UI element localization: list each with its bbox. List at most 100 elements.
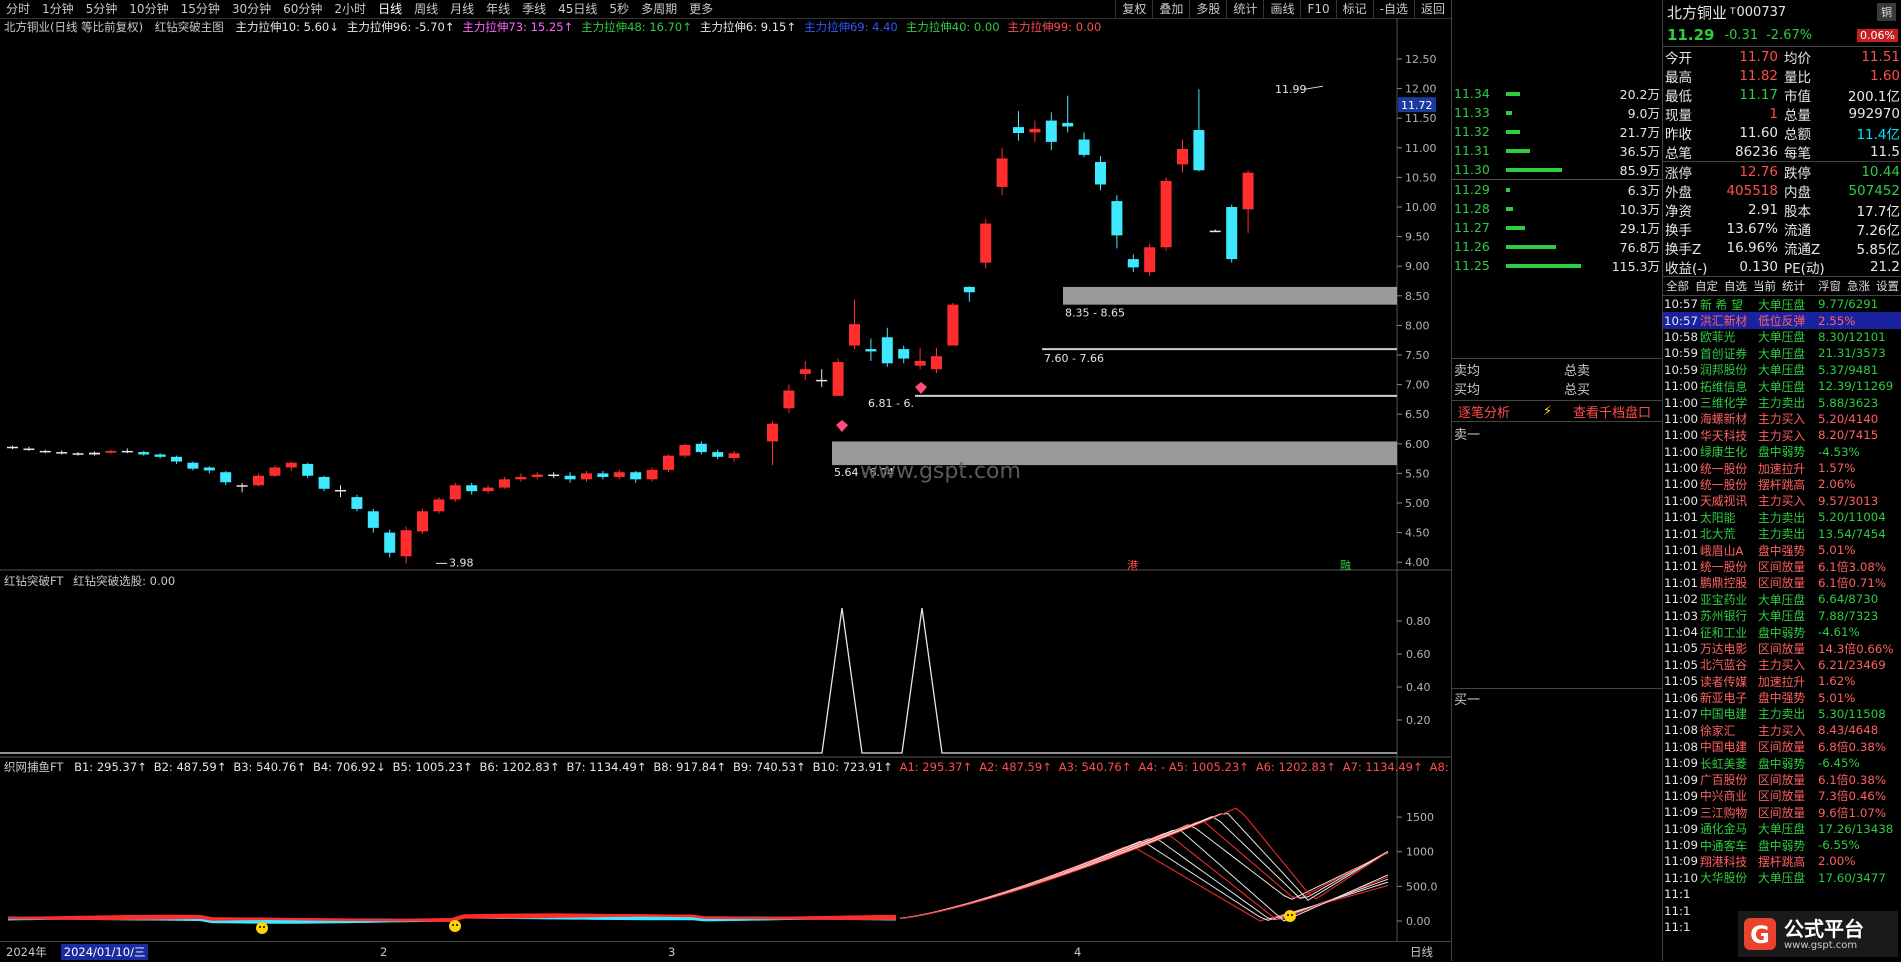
depth-row[interactable]: 11.33 9.0万 <box>1452 103 1663 122</box>
alert-row[interactable]: 11:01 北大荒 主力卖出 13.54/7454 <box>1663 525 1901 542</box>
depth-row[interactable]: 11.27 29.1万 <box>1452 218 1663 237</box>
chart-annotation: 7.60 - 7.66 <box>1044 352 1104 365</box>
tool-button[interactable]: 复权 <box>1115 0 1152 18</box>
alert-row[interactable]: 11:01 太阳能 主力卖出 5.20/11004 <box>1663 509 1901 525</box>
alert-row[interactable]: 11:09 翔港科技 摆杆跳高 2.00% <box>1663 853 1901 869</box>
indicator-name[interactable]: 红钻突破主图 <box>154 20 224 34</box>
period-tab[interactable]: 分时 <box>6 2 31 16</box>
alert-row[interactable]: 11:09 通化金马 大单压盘 17.26/13438 <box>1663 821 1901 837</box>
alert-row[interactable]: 11:03 苏州银行 大单压盘 7.88/7323 <box>1663 607 1901 624</box>
alert-row[interactable]: 11:1 <box>1663 902 1901 918</box>
alert-row[interactable]: 11:00 统一股份 摆杆跳高 2.06% <box>1663 476 1901 492</box>
depth-row[interactable]: 11.32 21.7万 <box>1452 122 1663 141</box>
alert-row[interactable]: 11:00 华天科技 主力买入 8.20/7415 <box>1663 427 1901 443</box>
alert-row[interactable]: 11:09 中兴商业 区间放量 7.3倍0.46% <box>1663 788 1901 804</box>
alert-row[interactable]: 11:09 中通客车 盘中弱势 -6.55% <box>1663 837 1901 853</box>
alert-row[interactable]: 11:00 海螺新材 主力买入 5.20/4140 <box>1663 411 1901 427</box>
alert-row[interactable]: 11:05 读者传媒 加速拉升 1.62% <box>1663 673 1901 689</box>
depth-row[interactable]: 11.34 20.2万 <box>1452 84 1663 103</box>
kline-chart-area[interactable]: 12.50 12.00 11.50 11.00 10.50 10.00 9.50 9.00 8.… <box>0 18 1493 941</box>
alert-tab[interactable]: 当前 <box>1753 279 1776 293</box>
alert-tabs: 全部 自定 自选 当前 统计 浮窗 急涨 设置 <box>1663 276 1901 295</box>
depth-row[interactable]: 11.31 36.5万 <box>1452 141 1663 160</box>
tool-button[interactable]: -自选 <box>1372 0 1414 18</box>
period-tab[interactable]: 更多 <box>689 2 714 16</box>
alert-row[interactable]: 11:08 中国电建 区间放量 6.8倍0.38% <box>1663 739 1901 755</box>
sector-badge[interactable]: 铜 <box>1877 3 1896 21</box>
depth-row[interactable]: 11.26 76.8万 <box>1452 237 1663 256</box>
alert-row[interactable]: 11:00 绿康生化 盘中弱势 -4.53% <box>1663 444 1901 460</box>
tool-button[interactable]: 标记 <box>1335 0 1373 18</box>
period-tab[interactable]: 日线 <box>378 2 403 16</box>
period-tab[interactable]: 多周期 <box>641 2 678 16</box>
depth-volume-bar <box>1506 244 1556 249</box>
alert-row[interactable]: 11:07 中国电建 主力卖出 5.30/11508 <box>1663 706 1901 722</box>
alert-type: 区间放量 <box>1758 773 1806 788</box>
tick-analysis-button[interactable]: 逐笔分析 <box>1458 405 1511 421</box>
sub2-title[interactable]: 织网捕鱼FT <box>4 760 64 774</box>
alert-row[interactable]: 11:05 北汽蓝谷 主力买入 6.21/23469 <box>1663 657 1901 673</box>
alert-row[interactable]: 11:00 三维化学 主力卖出 5.88/3623 <box>1663 394 1901 411</box>
alert-row[interactable]: 11:09 长虹美菱 盘中弱势 -6.45% <box>1663 755 1901 771</box>
period-tab[interactable]: 60分钟 <box>283 2 323 16</box>
tool-button[interactable]: F10 <box>1300 0 1335 18</box>
period-tab[interactable]: 月线 <box>450 2 475 16</box>
candle-body <box>531 474 543 477</box>
alert-tab[interactable]: 统计 <box>1782 279 1805 293</box>
alert-row[interactable]: 10:57 新 希 望大单压盘 9.77/6291 <box>1663 296 1901 312</box>
period-tab[interactable]: 季线 <box>522 2 547 16</box>
period-tab[interactable]: 年线 <box>486 2 511 16</box>
tool-button[interactable]: 多股 <box>1189 0 1226 18</box>
alert-row[interactable]: 11:00 统一股份 加速拉升 1.57% <box>1663 460 1901 476</box>
depth-row[interactable]: 11.28 10.3万 <box>1452 199 1663 218</box>
alert-tab[interactable]: 自定 <box>1695 279 1718 293</box>
depth-row[interactable]: 11.25 115.3万 <box>1452 256 1663 275</box>
alert-row[interactable]: 11:02 亚宝药业 大单压盘 6.64/8730 <box>1663 591 1901 607</box>
alert-row[interactable]: 11:01 鹏鼎控股 区间放量 6.1倍0.71% <box>1663 575 1901 591</box>
alert-row[interactable]: 11:1 <box>1663 886 1901 902</box>
alert-row[interactable]: 10:57 洪汇新材 低位反弹 2.55% <box>1663 312 1901 329</box>
alert-row[interactable]: 11:1 <box>1663 919 1901 935</box>
tool-button[interactable]: 返回 <box>1413 0 1451 18</box>
period-tab[interactable]: 5分钟 <box>85 2 118 16</box>
alert-tab[interactable]: 自选 <box>1724 279 1747 293</box>
tool-button[interactable]: 画线 <box>1263 0 1300 18</box>
period-tab[interactable]: 45日线 <box>558 2 598 16</box>
indicator-value: 主力拉伸73: 15.25↑ <box>462 20 574 34</box>
depth-row[interactable]: 11.29 6.3万 <box>1452 180 1663 199</box>
alert-tab[interactable]: 急涨 <box>1847 279 1870 293</box>
alert-row[interactable]: 11:05 万达电影 区间放量 14.3倍0.66% <box>1663 640 1901 656</box>
alert-tab[interactable]: 浮窗 <box>1818 279 1841 293</box>
kline-chart[interactable]: 12.50 12.00 11.50 11.00 10.50 10.00 9.50 9.00 8.… <box>0 18 1451 941</box>
period-tab[interactable]: 1分钟 <box>42 2 74 16</box>
alert-row[interactable]: 10:59 润邦股份 大单压盘 5.37/9481 <box>1663 362 1901 378</box>
period-tab[interactable]: 2小时 <box>334 2 367 16</box>
period-tab[interactable]: 10分钟 <box>129 2 169 16</box>
alert-tab[interactable]: 全部 <box>1666 279 1689 293</box>
period-tab[interactable]: 周线 <box>414 2 439 16</box>
alert-row[interactable]: 11:09 广百股份 区间放量 6.1倍0.38% <box>1663 771 1901 788</box>
period-tab[interactable]: 5秒 <box>609 2 630 16</box>
period-tab[interactable]: 30分钟 <box>231 2 272 16</box>
chart-annotation: 5.64 - 6.04 <box>834 466 894 479</box>
alert-row[interactable]: 11:01 统一股份 区间放量 6.1倍3.08% <box>1663 558 1901 574</box>
depth-1000-button[interactable]: 查看千档盘口 <box>1573 405 1652 421</box>
period-tab[interactable]: 15分钟 <box>180 2 220 16</box>
sub1-title[interactable]: 红钻突破FT <box>4 574 64 588</box>
alert-time: 11:09 <box>1664 756 1698 771</box>
alert-row[interactable]: 11:00 天威视讯 主力买入 9.57/3013 <box>1663 493 1901 509</box>
tool-button[interactable]: 叠加 <box>1152 0 1189 18</box>
alert-row[interactable]: 11:04 征和工业 盘中弱势 -4.61% <box>1663 624 1901 640</box>
alert-row[interactable]: 11:06 新亚电子 盘中强势 5.01% <box>1663 689 1901 706</box>
alert-row[interactable]: 10:59 首创证券 大单压盘 21.31/3573 <box>1663 345 1901 361</box>
tool-button[interactable]: 统计 <box>1226 0 1263 18</box>
alert-row[interactable]: 10:58 欧菲光 大单压盘 8.30/12101 <box>1663 329 1901 345</box>
depth-row[interactable]: 11.30 85.9万 <box>1452 160 1663 179</box>
alert-value: 21.31/3573 <box>1818 346 1886 361</box>
alert-row[interactable]: 11:08 徐家汇 主力买入 8.43/4648 <box>1663 722 1901 738</box>
alert-row[interactable]: 11:10 大华股份 大单压盘 17.60/3477 <box>1663 870 1901 886</box>
alert-row[interactable]: 11:09 三江购物 区间放量 9.6倍1.07% <box>1663 804 1901 820</box>
alert-row[interactable]: 11:00 拓维信息 大单压盘 12.39/11269 <box>1663 378 1901 394</box>
alert-row[interactable]: 11:01 峨眉山A 盘中强势 5.01% <box>1663 542 1901 558</box>
alert-tab[interactable]: 设置 <box>1876 279 1899 293</box>
